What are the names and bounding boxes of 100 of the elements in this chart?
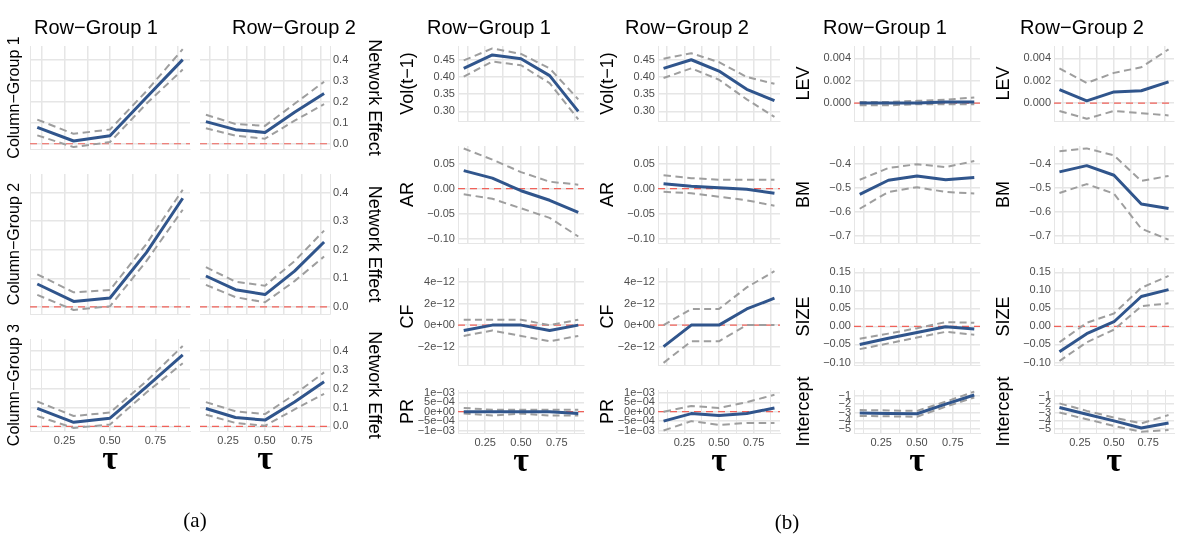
x-tick-label: 0.25 bbox=[217, 433, 239, 446]
y2-tick-label: 0.4 bbox=[333, 185, 349, 198]
y2-tick-label: 0.1 bbox=[333, 400, 349, 413]
y-tick-label: 1e−03 bbox=[424, 385, 455, 398]
text: (a) bbox=[183, 508, 207, 533]
x-tick-label: 0.25 bbox=[870, 435, 892, 448]
y-axis-title: Intercept bbox=[792, 376, 813, 447]
y-tick-label: 0.05 bbox=[433, 156, 455, 169]
y-tick-label: −1 bbox=[838, 388, 851, 401]
y-axis-title: Vol(t−1) bbox=[396, 52, 417, 115]
x-tick-label: 0.25 bbox=[53, 433, 76, 446]
y-axis-title: PR bbox=[396, 398, 417, 425]
x-tick-label: 0.25 bbox=[673, 435, 696, 448]
y-tick-label: −0.5 bbox=[1029, 180, 1051, 193]
y-tick-label: 0.000 bbox=[823, 96, 851, 109]
x-tick-label: 0.75 bbox=[546, 435, 568, 448]
y-tick-label: −0.6 bbox=[1029, 204, 1051, 217]
y2-tick-label: 0.2 bbox=[333, 94, 349, 107]
y-tick-label: −0.05 bbox=[823, 337, 851, 350]
y-tick-label: 0.002 bbox=[1023, 73, 1051, 86]
chart-title: Row−Group 1 bbox=[823, 15, 947, 38]
y-tick-label: 0.15 bbox=[829, 265, 851, 278]
y-tick-label: −0.10 bbox=[823, 355, 851, 368]
y-tick-label: −0.05 bbox=[427, 206, 455, 219]
y-tick-label: −0.10 bbox=[427, 232, 455, 245]
x-tick-label: 0.50 bbox=[510, 435, 532, 448]
y-axis-title: PR bbox=[596, 398, 617, 425]
x-tick-label: 0.75 bbox=[291, 433, 313, 446]
x-tick-label: 0.75 bbox=[1137, 435, 1159, 448]
y2-tick-label: 0.2 bbox=[333, 381, 349, 394]
y-tick-label: −0.10 bbox=[1023, 355, 1051, 368]
y-tick-label: 0.35 bbox=[633, 87, 655, 100]
y-tick-label: −0.10 bbox=[627, 232, 655, 245]
chart-title: Row−Group 2 bbox=[625, 15, 749, 38]
y-tick-label: −0.6 bbox=[829, 204, 851, 217]
x-tick-label: 0.25 bbox=[1069, 435, 1091, 448]
x-tick-label: 0.50 bbox=[254, 433, 276, 446]
y-axis-title: SIZE bbox=[792, 296, 813, 337]
y-tick-label: −0.05 bbox=[1023, 337, 1051, 350]
y-axis-title: AR bbox=[596, 181, 617, 208]
y-axis-title: Vol(t−1) bbox=[596, 52, 617, 115]
y2-tick-label: 0.0 bbox=[333, 136, 349, 149]
y-tick-label: −2e−12 bbox=[417, 339, 455, 352]
y-tick-label: −0.7 bbox=[1029, 228, 1051, 241]
y-tick-label: 0.10 bbox=[829, 283, 851, 296]
chart-title: Row−Group 2 bbox=[232, 15, 356, 38]
y-axis-title: LEV bbox=[792, 66, 813, 101]
y-tick-label: 0.000 bbox=[1023, 96, 1051, 109]
y2-tick-label: 0.3 bbox=[333, 73, 349, 86]
y-tick-label: 2e−12 bbox=[624, 296, 655, 309]
chart-title: Row−Group 1 bbox=[34, 15, 158, 38]
y2-axis-title: Network Effect bbox=[365, 185, 386, 303]
y-tick-label: 0e+00 bbox=[624, 318, 655, 331]
y-tick-label: 0.40 bbox=[633, 69, 655, 82]
y2-tick-label: 0.3 bbox=[333, 363, 349, 376]
y-axis-title: CF bbox=[396, 304, 417, 329]
x-tick-label: 0.50 bbox=[99, 433, 121, 446]
y-tick-label: 4e−12 bbox=[424, 275, 455, 288]
x-tick-label: 0.75 bbox=[942, 435, 964, 448]
y-axis-title: LEV bbox=[992, 66, 1013, 101]
y2-axis-title: Network Effet bbox=[365, 331, 386, 439]
y-tick-label: 0.45 bbox=[433, 52, 455, 65]
y-tick-label: 0.002 bbox=[823, 73, 851, 86]
y-tick-label: 0.00 bbox=[433, 181, 455, 194]
y-tick-label: 0.05 bbox=[633, 156, 655, 169]
y-tick-label: 0.004 bbox=[823, 51, 851, 64]
y-tick-label: −5 bbox=[838, 422, 851, 435]
y2-tick-label: 0.4 bbox=[333, 52, 349, 65]
y-tick-label: −0.05 bbox=[627, 206, 655, 219]
y-axis-title: SIZE bbox=[992, 296, 1013, 337]
y-tick-label: 0.35 bbox=[433, 87, 455, 100]
text: (b) bbox=[774, 510, 800, 535]
y-axis-title: Column−Group 3 bbox=[5, 323, 23, 447]
x-tick-label: 0.75 bbox=[742, 435, 765, 448]
y-tick-label: −0.7 bbox=[829, 228, 851, 241]
y2-axis-title: Network Effect bbox=[365, 39, 386, 156]
y-tick-label: 0.15 bbox=[1029, 265, 1051, 278]
y-tick-label: 0.10 bbox=[1029, 283, 1051, 296]
y-tick-label: 0.00 bbox=[633, 181, 655, 194]
chart-title: Row−Group 2 bbox=[1020, 15, 1144, 38]
x-tick-label: 0.50 bbox=[708, 435, 730, 448]
y-tick-label: 0.00 bbox=[1029, 319, 1051, 332]
y-tick-label: 2e−12 bbox=[424, 296, 455, 309]
y2-tick-label: 0.0 bbox=[333, 299, 349, 312]
y-tick-label: 1e−03 bbox=[624, 385, 655, 398]
x-tick-label: 0.50 bbox=[1103, 435, 1125, 448]
y-tick-label: 0.45 bbox=[633, 52, 655, 65]
x-tick-label: 0.50 bbox=[906, 435, 928, 448]
y2-tick-label: 0.0 bbox=[333, 419, 349, 432]
y2-tick-label: 0.2 bbox=[333, 242, 349, 255]
y-tick-label: 0.004 bbox=[1023, 51, 1051, 64]
y-tick-label: 0.00 bbox=[829, 319, 851, 332]
y2-tick-label: 0.4 bbox=[333, 344, 349, 357]
y2-tick-label: 0.1 bbox=[333, 115, 349, 128]
y-tick-label: 0.30 bbox=[633, 104, 655, 117]
y2-tick-label: 0.3 bbox=[333, 214, 349, 227]
y-axis-title: Intercept bbox=[992, 376, 1013, 447]
y-tick-label: 0.05 bbox=[1029, 301, 1051, 314]
y-tick-label: 0e+00 bbox=[424, 318, 455, 331]
x-tick-label: 0.75 bbox=[144, 433, 167, 446]
